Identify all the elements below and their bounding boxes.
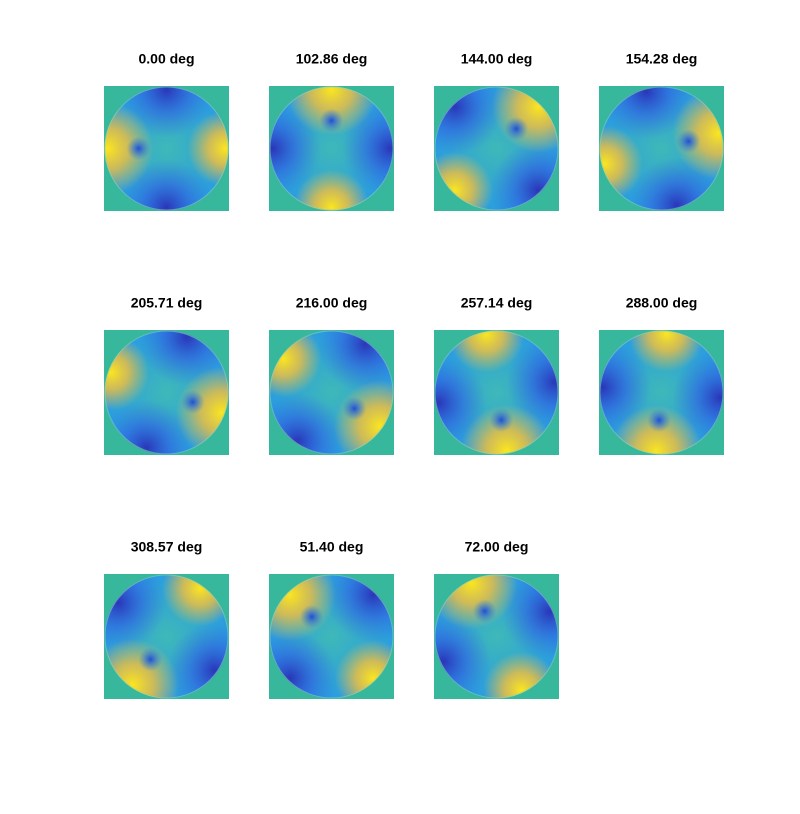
panel-image bbox=[104, 330, 229, 455]
disk-rim bbox=[269, 574, 394, 699]
yellow-lobe bbox=[187, 110, 229, 187]
panel-title: 205.71 deg bbox=[131, 295, 203, 311]
blue-lobe bbox=[490, 142, 559, 211]
disk bbox=[104, 86, 229, 211]
disk-rim bbox=[104, 330, 229, 455]
panel-image bbox=[269, 330, 394, 455]
yellow-lobe bbox=[335, 640, 394, 699]
disk-rim bbox=[104, 86, 229, 211]
yellow-lobe bbox=[175, 366, 229, 455]
panel-image bbox=[104, 574, 229, 699]
panel-image bbox=[599, 86, 724, 211]
panel-image bbox=[269, 86, 394, 211]
disk-rim bbox=[599, 86, 724, 211]
panel-title: 216.00 deg bbox=[296, 295, 368, 311]
center-spot bbox=[180, 390, 205, 415]
yellow-lobe bbox=[460, 404, 553, 455]
disk bbox=[599, 86, 724, 211]
yellow-lobe bbox=[104, 638, 179, 699]
disk bbox=[269, 86, 394, 211]
blue-lobe bbox=[506, 334, 559, 431]
blue-lobe bbox=[166, 622, 229, 699]
center-spot bbox=[299, 604, 324, 629]
panel-image bbox=[104, 86, 229, 211]
blue-lobe bbox=[501, 574, 559, 660]
center-spot bbox=[489, 407, 514, 432]
panel-title: 154.28 deg bbox=[626, 51, 698, 67]
disk-rim bbox=[434, 574, 559, 699]
blue-lobe bbox=[138, 330, 229, 386]
panel-title: 72.00 deg bbox=[465, 539, 529, 555]
center-spot bbox=[342, 396, 367, 421]
disk bbox=[104, 574, 229, 699]
blue-lobe bbox=[599, 86, 695, 140]
panel-title: 102.86 deg bbox=[296, 51, 368, 67]
blue-lobe bbox=[434, 613, 492, 699]
yellow-lobe bbox=[269, 330, 322, 397]
blue-lobe bbox=[104, 399, 195, 455]
blue-lobe bbox=[118, 86, 215, 138]
disk bbox=[269, 574, 394, 699]
panel-title: 308.57 deg bbox=[131, 539, 203, 555]
disk bbox=[269, 330, 394, 455]
yellow-lobe bbox=[285, 86, 378, 136]
center-spot bbox=[319, 108, 344, 133]
panel-title: 0.00 deg bbox=[138, 51, 194, 67]
yellow-lobe bbox=[628, 330, 705, 372]
disk-rim bbox=[269, 86, 394, 211]
disk bbox=[434, 330, 559, 455]
panel-image bbox=[434, 86, 559, 211]
disk bbox=[434, 574, 559, 699]
blue-lobe bbox=[269, 630, 338, 699]
center-spot bbox=[647, 408, 672, 433]
blue-lobe bbox=[628, 157, 724, 211]
blue-lobe bbox=[434, 86, 503, 155]
blue-lobe bbox=[269, 392, 346, 455]
panel-image bbox=[269, 574, 394, 699]
center-spot bbox=[138, 647, 163, 672]
blue-lobe bbox=[434, 354, 487, 451]
yellow-lobe bbox=[104, 102, 154, 195]
blue-lobe bbox=[342, 100, 394, 197]
panel-image bbox=[434, 330, 559, 455]
yellow-lobe bbox=[483, 651, 559, 699]
center-spot bbox=[126, 136, 151, 161]
disk-rim bbox=[434, 330, 559, 455]
yellow-lobe bbox=[599, 125, 643, 202]
disk-rim bbox=[599, 330, 724, 455]
blue-lobe bbox=[118, 159, 215, 211]
yellow-lobe bbox=[162, 574, 229, 627]
yellow-lobe bbox=[269, 574, 336, 641]
center-spot bbox=[472, 599, 497, 624]
center-spot bbox=[504, 116, 529, 141]
panel-title: 257.14 deg bbox=[461, 295, 533, 311]
disk bbox=[434, 86, 559, 211]
yellow-lobe bbox=[333, 380, 394, 455]
yellow-lobe bbox=[104, 334, 150, 411]
center-spot bbox=[676, 129, 701, 154]
blue-lobe bbox=[104, 574, 167, 651]
yellow-lobe bbox=[434, 152, 493, 211]
disk bbox=[104, 330, 229, 455]
yellow-lobe bbox=[610, 405, 703, 455]
yellow-lobe bbox=[672, 87, 724, 180]
yellow-lobe bbox=[492, 86, 559, 153]
yellow-lobe bbox=[448, 330, 525, 373]
panel-title: 288.00 deg bbox=[626, 295, 698, 311]
disk-rim bbox=[269, 330, 394, 455]
disk-rim bbox=[104, 574, 229, 699]
blue-lobe bbox=[269, 100, 321, 197]
panel-image bbox=[599, 330, 724, 455]
blue-lobe bbox=[325, 574, 394, 643]
disk bbox=[599, 330, 724, 455]
panel-image bbox=[434, 574, 559, 699]
blue-lobe bbox=[599, 339, 651, 436]
blue-lobe bbox=[672, 349, 724, 446]
panel-title: 144.00 deg bbox=[461, 51, 533, 67]
panel-title: 51.40 deg bbox=[300, 539, 364, 555]
yellow-lobe bbox=[293, 169, 370, 211]
disk-rim bbox=[434, 86, 559, 211]
